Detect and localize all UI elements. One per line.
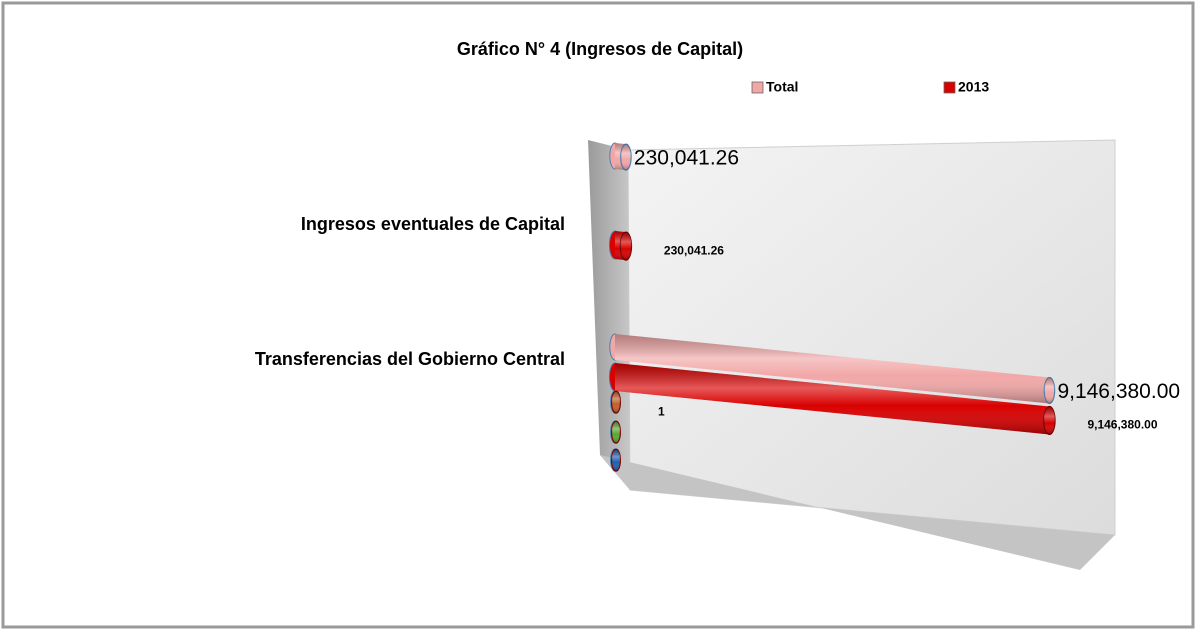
back-wall — [627, 139, 1116, 536]
bar-end-shade — [1043, 406, 1056, 435]
bar-shade — [615, 334, 1050, 404]
data-label: 1 — [658, 404, 665, 418]
data-label: 9,146,380.00 — [1057, 380, 1180, 403]
bar-end-shade — [620, 232, 632, 261]
chart-title: Gráfico N° 4 (Ingresos de Capital) — [457, 39, 743, 59]
category-label: Ingresos eventuales de Capital — [301, 214, 565, 234]
bar — [608, 230, 633, 261]
data-label: 230,041.26 — [634, 147, 739, 170]
bar-end-shade — [1044, 377, 1055, 404]
bar — [608, 362, 1056, 436]
bar-end-shade — [611, 421, 621, 444]
bar-end-shade — [620, 144, 632, 171]
legend-label: Total — [766, 79, 798, 95]
bar — [609, 142, 632, 171]
legend-label: 2013 — [958, 79, 989, 95]
bar — [610, 420, 621, 444]
bar-shade — [615, 363, 1050, 435]
data-label: 230,041.26 — [664, 243, 724, 257]
data-label: 9,146,380.00 — [1087, 418, 1157, 432]
legend-swatch — [943, 81, 956, 94]
bar-end-shade — [611, 449, 621, 472]
bar — [610, 390, 621, 414]
legend: Total 2013 — [751, 79, 989, 95]
bar-end-shade — [611, 391, 621, 414]
floor — [600, 455, 1115, 570]
legend-swatch — [751, 81, 764, 94]
bar — [609, 333, 1056, 405]
category-label: Transferencias del Gobierno Central — [255, 349, 565, 369]
bar — [610, 448, 621, 472]
